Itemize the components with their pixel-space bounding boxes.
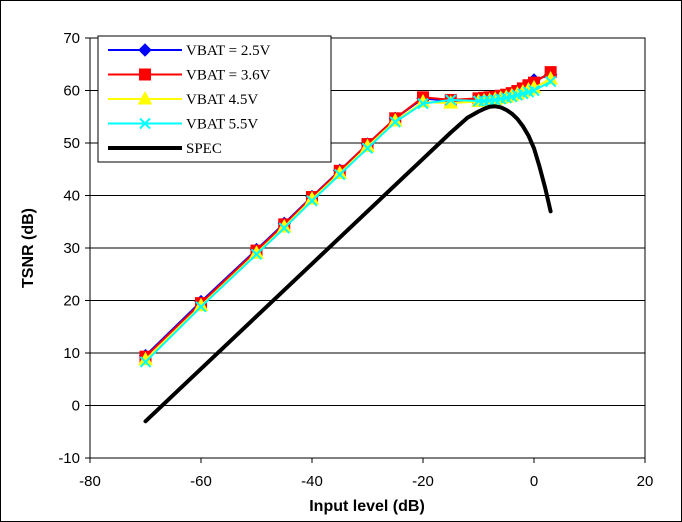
legend-label: VBAT = 3.6V	[186, 68, 271, 84]
data-point-square	[139, 68, 151, 81]
legend-item: SPEC	[108, 141, 222, 157]
data-point-x	[306, 195, 318, 207]
data-point-x	[278, 222, 290, 234]
y-tick-label: 20	[63, 293, 80, 310]
y-tick-label: 50	[63, 135, 80, 152]
data-point-x	[139, 356, 152, 368]
x-tick-label: 0	[530, 473, 538, 490]
y-tick-label: 0	[72, 398, 80, 415]
legend-item: VBAT = 3.6V	[108, 68, 271, 84]
legend-label: VBAT = 2.5V	[186, 43, 271, 59]
x-tick-labels: -80 -60 -40 -20 0 20	[79, 473, 653, 490]
legend-item: VBAT = 2.5V	[108, 43, 271, 59]
y-tick-label: 60	[63, 83, 80, 100]
data-point-x	[389, 116, 401, 128]
axis-ticks	[85, 37, 646, 463]
y-tick-label: 70	[63, 30, 80, 47]
legend-label: VBAT 5.5V	[186, 117, 258, 133]
series-line	[144, 80, 552, 363]
legend-label: VBAT 4.5V	[186, 92, 258, 108]
legend-label: SPEC	[186, 141, 222, 157]
data-point-x	[528, 84, 540, 97]
data-point-x	[195, 301, 207, 313]
y-tick-label: 40	[63, 188, 80, 205]
x-tick-label: -40	[301, 473, 323, 490]
data-point-triangle	[137, 90, 153, 105]
x-tick-label: -80	[79, 473, 101, 490]
data-point-x	[139, 117, 151, 130]
y-tick-label: 10	[63, 345, 80, 362]
x-tick-label: -20	[412, 473, 434, 490]
y-axis-title: TSNR (dB)	[20, 208, 37, 288]
data-point-x	[544, 75, 557, 88]
y-tick-label: 30	[63, 240, 80, 257]
series-spec	[143, 104, 553, 424]
data-point-x	[361, 142, 374, 154]
x-tick-label: 20	[637, 473, 654, 490]
data-point-x	[445, 94, 457, 106]
data-point-x	[250, 248, 263, 261]
data-point-x	[334, 168, 346, 181]
data-point-diamond	[138, 43, 152, 57]
x-tick-label: -60	[190, 473, 212, 490]
y-tick-labels: -10 0 10 20 30 40 50 60 70	[58, 30, 80, 467]
data-point-x	[417, 97, 429, 110]
series-line	[143, 104, 553, 424]
legend-item: VBAT 5.5V	[108, 117, 258, 133]
y-tick-label: -10	[58, 450, 80, 467]
series-group	[138, 66, 558, 424]
x-axis-title: Input level (dB)	[309, 498, 425, 515]
series-vbat-5-5v	[139, 75, 557, 368]
legend: VBAT = 2.5V VBAT = 3.6V VBAT 4.5V VBAT 5.5V…	[97, 35, 332, 163]
legend-item: VBAT 4.5V	[108, 90, 258, 108]
